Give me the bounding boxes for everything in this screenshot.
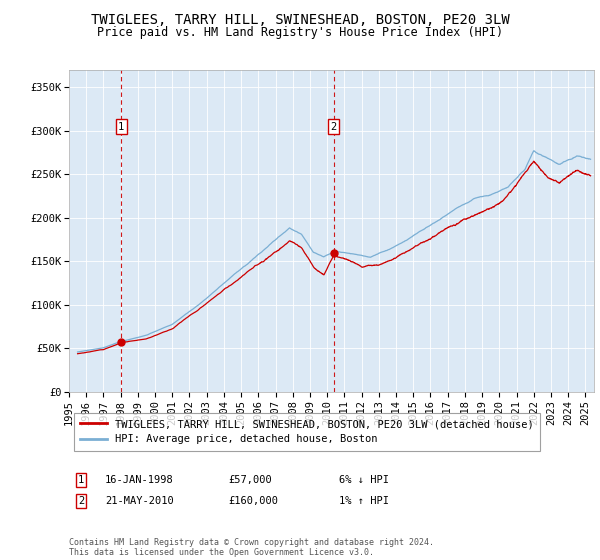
Text: TWIGLEES, TARRY HILL, SWINESHEAD, BOSTON, PE20 3LW: TWIGLEES, TARRY HILL, SWINESHEAD, BOSTON… [91, 13, 509, 27]
Legend: TWIGLEES, TARRY HILL, SWINESHEAD, BOSTON, PE20 3LW (detached house), HPI: Averag: TWIGLEES, TARRY HILL, SWINESHEAD, BOSTON… [74, 413, 540, 451]
Text: 21-MAY-2010: 21-MAY-2010 [105, 496, 174, 506]
Text: 1% ↑ HPI: 1% ↑ HPI [339, 496, 389, 506]
Text: Price paid vs. HM Land Registry's House Price Index (HPI): Price paid vs. HM Land Registry's House … [97, 26, 503, 39]
Text: £57,000: £57,000 [228, 475, 272, 485]
Text: 1: 1 [118, 122, 124, 132]
Text: 16-JAN-1998: 16-JAN-1998 [105, 475, 174, 485]
Text: 2: 2 [331, 122, 337, 132]
Text: 2: 2 [78, 496, 84, 506]
Text: 6% ↓ HPI: 6% ↓ HPI [339, 475, 389, 485]
Text: Contains HM Land Registry data © Crown copyright and database right 2024.
This d: Contains HM Land Registry data © Crown c… [69, 538, 434, 557]
Text: £160,000: £160,000 [228, 496, 278, 506]
Text: 1: 1 [78, 475, 84, 485]
